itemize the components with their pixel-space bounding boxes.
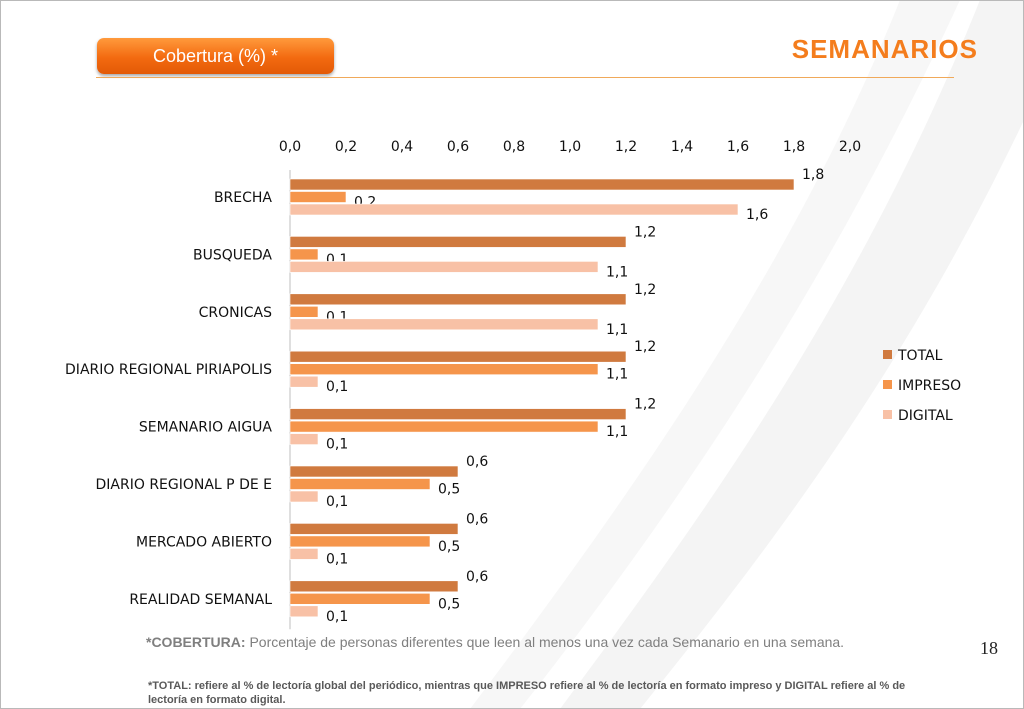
data-label: 1,6 bbox=[746, 207, 768, 223]
bar-digital bbox=[289, 318, 599, 331]
data-label: 1,1 bbox=[606, 322, 628, 338]
bar-impreso bbox=[289, 420, 599, 433]
data-label: 1,1 bbox=[606, 367, 628, 383]
bar-digital bbox=[289, 375, 319, 388]
x-tick-label: 0,4 bbox=[391, 139, 413, 155]
bar-digital bbox=[289, 605, 319, 618]
data-label: 1,2 bbox=[634, 339, 656, 355]
category-label: BUSQUEDA bbox=[193, 247, 272, 263]
bar-total bbox=[289, 408, 627, 420]
legend-swatch-digital bbox=[883, 410, 892, 419]
data-label: 0,5 bbox=[438, 482, 460, 498]
legend-label: IMPRESO bbox=[898, 378, 961, 394]
legend-swatch-total bbox=[883, 350, 892, 359]
data-label: 1,1 bbox=[606, 424, 628, 440]
category-label: DIARIO REGIONAL PIRIAPOLIS bbox=[65, 362, 272, 378]
bar-impreso bbox=[289, 535, 431, 548]
bar-impreso bbox=[289, 363, 599, 376]
page-number: 18 bbox=[980, 638, 998, 658]
bar-total bbox=[289, 580, 459, 593]
data-label: 0,6 bbox=[466, 569, 488, 585]
total-footnote: *TOTAL: refiere al % de lectoría global … bbox=[148, 680, 906, 706]
page-title: SEMANARIOS bbox=[791, 34, 978, 64]
data-label: 0,1 bbox=[326, 609, 348, 625]
x-tick-label: 0,6 bbox=[447, 139, 469, 155]
bar-total bbox=[289, 236, 627, 248]
bar-digital bbox=[289, 433, 319, 445]
category-label: REALIDAD SEMANAL bbox=[129, 592, 272, 608]
x-tick-label: 0,2 bbox=[335, 139, 357, 155]
data-label: 0,5 bbox=[438, 596, 460, 612]
legend-label: DIGITAL bbox=[898, 408, 953, 424]
cobertura-footnote: *COBERTURA: Porcentaje de personas difer… bbox=[146, 633, 886, 652]
data-label: 0,5 bbox=[438, 539, 460, 555]
bar-impreso bbox=[289, 478, 431, 490]
bar-total bbox=[289, 350, 627, 363]
x-tick-label: 1,8 bbox=[783, 139, 805, 155]
bar-impreso bbox=[289, 592, 431, 605]
x-tick-label: 2,0 bbox=[839, 139, 861, 155]
legend-label: TOTAL bbox=[897, 348, 943, 364]
category-label: BRECHA bbox=[214, 190, 272, 206]
category-label: MERCADO ABIERTO bbox=[136, 534, 272, 550]
legend-swatch-impreso bbox=[883, 380, 892, 389]
data-label: 0,1 bbox=[326, 437, 348, 453]
bar-total bbox=[289, 293, 627, 306]
cobertura-footnote-text: Porcentaje de personas diferentes que le… bbox=[245, 634, 845, 650]
x-tick-label: 1,0 bbox=[559, 139, 581, 155]
data-label: 1,1 bbox=[606, 264, 628, 280]
category-label: SEMANARIO AIGUA bbox=[139, 420, 273, 436]
header-divider bbox=[96, 77, 954, 78]
bar-digital bbox=[289, 203, 739, 216]
data-label: 1,2 bbox=[634, 282, 656, 298]
bar-digital bbox=[289, 490, 319, 503]
data-label: 0,1 bbox=[326, 551, 348, 567]
bar-impreso bbox=[289, 191, 347, 203]
x-tick-label: 0,8 bbox=[503, 139, 525, 155]
data-label: 1,8 bbox=[802, 167, 824, 183]
bar-total bbox=[289, 465, 459, 478]
x-tick-label: 1,6 bbox=[727, 139, 749, 155]
category-label: DIARIO REGIONAL P DE E bbox=[96, 477, 273, 493]
data-label: 1,2 bbox=[634, 224, 656, 240]
bar-total bbox=[289, 523, 459, 535]
section-pill: Cobertura (%) * bbox=[97, 38, 334, 74]
x-tick-label: 0,0 bbox=[279, 139, 301, 155]
data-label: 0,6 bbox=[466, 454, 488, 470]
data-label: 0,1 bbox=[326, 379, 348, 395]
bar-impreso bbox=[289, 248, 319, 261]
category-label: CRONICAS bbox=[199, 305, 272, 321]
x-tick-label: 1,2 bbox=[615, 139, 637, 155]
bar-total bbox=[289, 178, 795, 191]
x-tick-label: 1,4 bbox=[671, 139, 693, 155]
bar-digital bbox=[289, 261, 599, 273]
bar-impreso bbox=[289, 305, 319, 318]
data-label: 0,1 bbox=[326, 494, 348, 510]
data-label: 0,6 bbox=[466, 511, 488, 527]
bar-digital bbox=[289, 548, 319, 560]
data-label: 1,2 bbox=[634, 397, 656, 413]
cobertura-footnote-lead: *COBERTURA: bbox=[146, 634, 246, 650]
